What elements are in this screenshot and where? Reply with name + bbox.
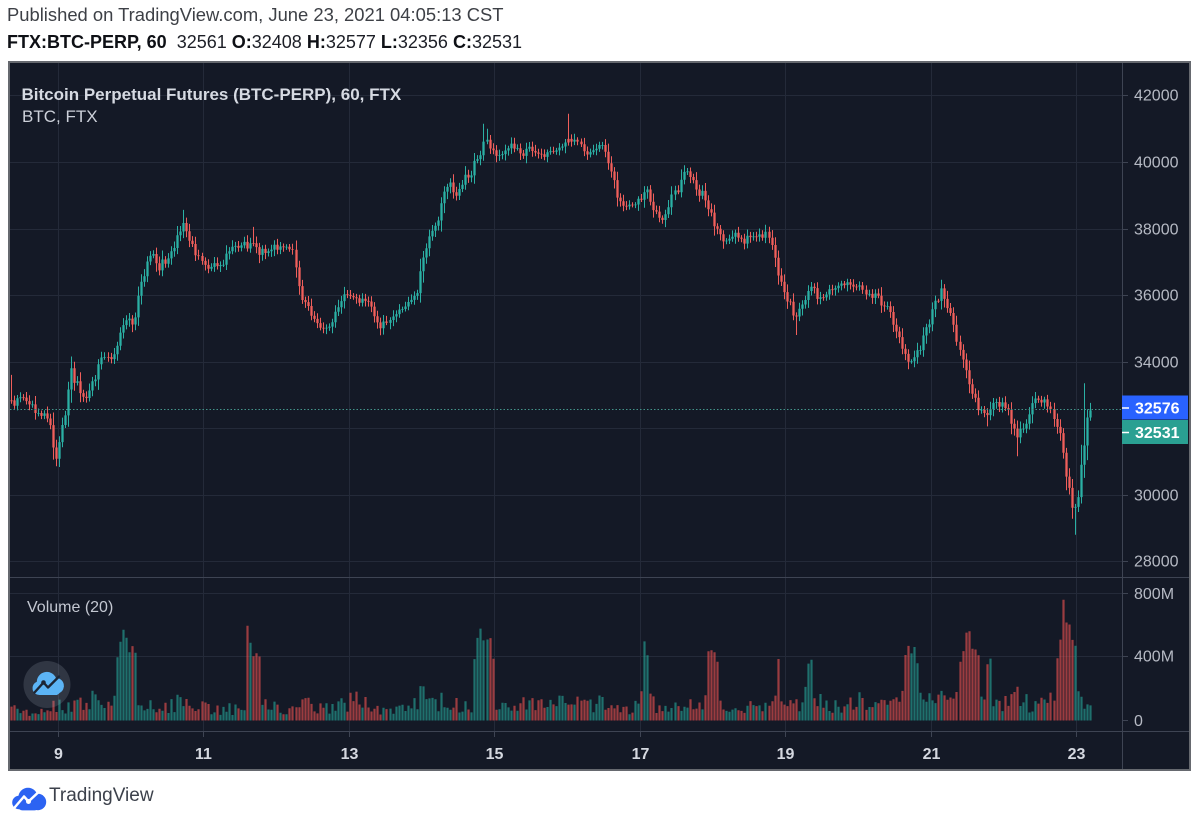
svg-text:38000: 38000 <box>1134 222 1179 239</box>
svg-text:40000: 40000 <box>1134 155 1179 172</box>
svg-text:Volume (20): Volume (20) <box>27 599 113 616</box>
svg-text:17: 17 <box>632 746 650 763</box>
svg-text:11: 11 <box>195 746 212 763</box>
svg-text:30000: 30000 <box>1134 488 1179 505</box>
svg-text:13: 13 <box>341 746 359 763</box>
svg-text:42000: 42000 <box>1134 88 1179 105</box>
svg-text:28000: 28000 <box>1134 554 1179 571</box>
svg-text:800M: 800M <box>1134 586 1174 603</box>
svg-text:0: 0 <box>1134 713 1143 730</box>
svg-text:34000: 34000 <box>1134 355 1179 372</box>
svg-text:32576: 32576 <box>1135 401 1180 418</box>
svg-text:21: 21 <box>923 746 941 763</box>
svg-text:36000: 36000 <box>1134 288 1179 305</box>
svg-text:15: 15 <box>486 746 504 763</box>
svg-text:23: 23 <box>1068 746 1086 763</box>
svg-text:32531: 32531 <box>1135 425 1180 442</box>
svg-text:BTC, FTX: BTC, FTX <box>22 107 98 126</box>
svg-text:400M: 400M <box>1134 649 1174 666</box>
svg-text:Bitcoin Perpetual Futures (BTC: Bitcoin Perpetual Futures (BTC-PERP), 60… <box>22 85 402 104</box>
svg-text:9: 9 <box>54 746 63 763</box>
svg-text:19: 19 <box>777 746 795 763</box>
